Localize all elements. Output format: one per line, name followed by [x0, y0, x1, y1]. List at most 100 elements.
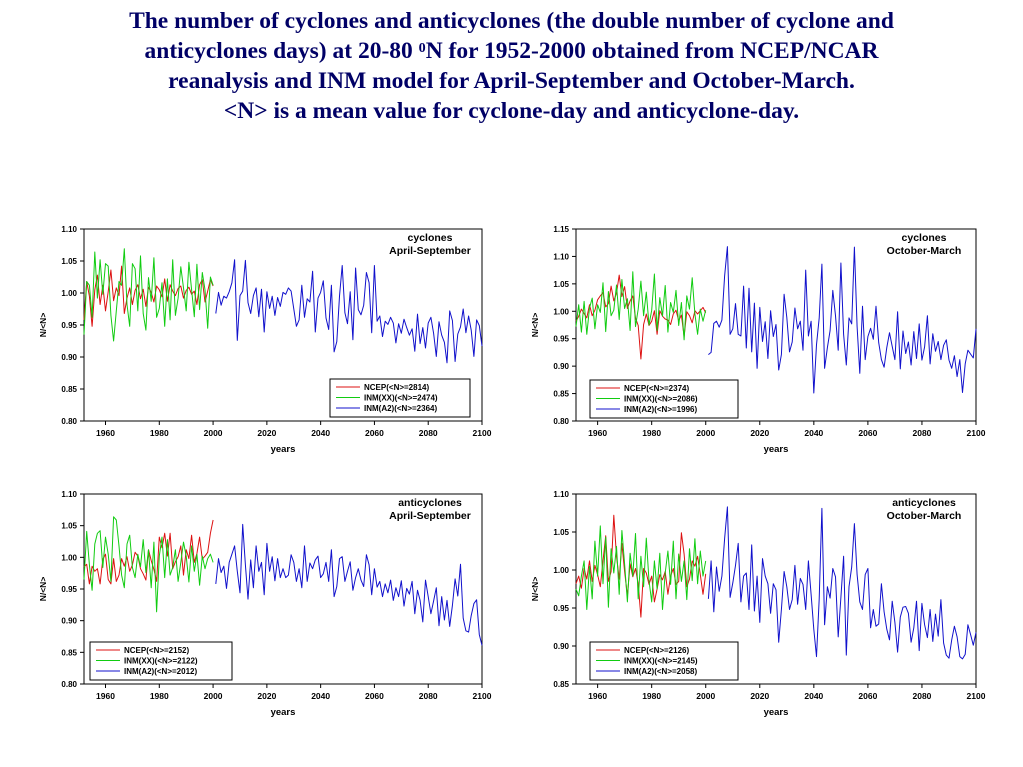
slide-title-line-2-end: N for 1952-2000 obtained from NCEP/NCAR [425, 38, 879, 64]
slide-title-line-2: anticyclones days) at 20-80 0N for 1952-… [0, 36, 1023, 66]
series-line-inm-xx [575, 525, 707, 610]
x-tick-label: 2000 [696, 428, 715, 438]
y-tick-label: 0.80 [553, 417, 569, 426]
legend-label-inm-a2: INM(A2)(<N>=2364) [364, 404, 437, 413]
legend-label-ncep: NCEP(<N>=2152) [124, 646, 189, 655]
y-tick-label: 0.80 [61, 417, 77, 426]
chart-anticyclones-october-march: 0.85 0.90 0.95 1.00 1.05 1.10 1960 1980 2000 2020… [530, 490, 986, 718]
y-tick-label: 0.95 [61, 585, 77, 594]
legend-label-inm-xx: INM(XX)(<N>=2086) [624, 395, 698, 404]
y-tick-label: 1.00 [553, 307, 569, 316]
x-tick-label: 2040 [804, 428, 823, 438]
y-tick-label: 0.90 [61, 353, 77, 362]
legend-label-inm-a2: INM(A2)(<N>=1996) [624, 405, 697, 414]
chart-title-anticyclones-october-march-line-1: anticyclones [892, 497, 956, 509]
y-tick-label: 0.90 [61, 617, 77, 626]
x-tick-label: 2100 [473, 428, 492, 438]
chart-cyclones-april-september: 0.80 0.85 0.90 0.95 1.00 1.05 1.10 1960 1980 2000… [38, 225, 492, 455]
y-tick-label: 1.05 [553, 280, 569, 289]
series-line-inm-a2 [708, 246, 977, 394]
slide-title-line-1: The number of cyclones and anticyclones … [129, 8, 894, 34]
x-tick-label: 2020 [257, 691, 276, 701]
legend-label-inm-xx: INM(XX)(<N>=2145) [624, 657, 698, 666]
x-tick-label: 2060 [858, 691, 877, 701]
x-tick-label: 2020 [750, 428, 769, 438]
series-line-ncep [575, 514, 707, 618]
x-tick-label: 2080 [912, 428, 931, 438]
series-line-inm-xx [83, 516, 214, 613]
legend-label-ncep: NCEP(<N>=2374) [624, 384, 689, 393]
x-tick-label: 1960 [588, 428, 607, 438]
y-axis-label: N/<N> [530, 313, 540, 338]
x-tick-label: 2020 [750, 691, 769, 701]
y-tick-label: 0.90 [553, 642, 569, 651]
y-tick-label: 1.15 [553, 225, 569, 234]
x-tick-label: 1980 [150, 691, 169, 701]
y-tick-label: 1.00 [61, 289, 77, 298]
chart-title-cyclones-april-september-line-2: April-September [389, 245, 471, 257]
y-tick-label: 0.90 [553, 362, 569, 371]
y-tick-label: 1.00 [553, 566, 569, 575]
x-axis-label: years [271, 707, 296, 718]
y-tick-label: 0.95 [61, 321, 77, 330]
y-tick-label: 0.80 [61, 680, 77, 689]
x-tick-label: 1960 [96, 428, 115, 438]
slide-title-line-4: <N> is a mean value for cyclone-day and … [223, 98, 800, 124]
slide-title: The number of cyclones and anticyclones … [0, 6, 1023, 126]
legend-label-inm-a2: INM(A2)(<N>=2012) [124, 667, 197, 676]
slide-title-line-3: reanalysis and INM model for April-Septe… [168, 68, 855, 94]
chart-title-anticyclones-april-september-line-1: anticyclones [398, 497, 462, 509]
legend-label-ncep: NCEP(<N>=2814) [364, 383, 429, 392]
slide-title-line-2-start: anticyclones days) at 20-80 [144, 38, 419, 64]
y-tick-label: 0.85 [61, 648, 77, 657]
y-tick-label: 1.05 [553, 528, 569, 537]
series-line-inm-a2 [215, 259, 483, 364]
x-tick-label: 1980 [642, 691, 661, 701]
x-tick-label: 2060 [858, 428, 877, 438]
x-tick-label: 1980 [150, 428, 169, 438]
x-tick-label: 2080 [419, 691, 438, 701]
y-axis-label: N/<N> [38, 577, 48, 602]
y-tick-label: 0.85 [553, 680, 569, 689]
series-line-ncep [83, 265, 214, 327]
y-tick-label: 1.05 [61, 522, 77, 531]
x-tick-label: 2060 [365, 428, 384, 438]
y-tick-label: 1.10 [61, 225, 77, 234]
x-tick-label: 2000 [204, 691, 223, 701]
y-tick-label: 1.10 [553, 490, 569, 499]
y-tick-label: 1.10 [61, 490, 77, 499]
y-tick-label: 1.00 [61, 553, 77, 562]
x-tick-label: 2020 [257, 428, 276, 438]
x-tick-label: 2080 [912, 691, 931, 701]
legend-label-inm-xx: INM(XX)(<N>=2474) [364, 394, 438, 403]
y-tick-label: 0.85 [61, 385, 77, 394]
degree-superscript: 0 [418, 39, 426, 56]
y-tick-label: 0.95 [553, 335, 569, 344]
legend-label-inm-a2: INM(A2)(<N>=2058) [624, 667, 697, 676]
x-tick-label: 1980 [642, 428, 661, 438]
chart-anticyclones-april-september: 0.80 0.85 0.90 0.95 1.00 1.05 1.10 1960 1980 2000… [38, 490, 492, 718]
legend-box [589, 379, 739, 419]
series-line-inm-a2 [215, 523, 483, 646]
series-line-inm-xx [83, 248, 214, 342]
chart-title-cyclones-april-september-line-1: cyclones [408, 232, 453, 244]
x-axis-label: years [764, 707, 789, 718]
y-axis-label: N/<N> [530, 577, 540, 602]
x-tick-label: 2100 [967, 428, 986, 438]
legend-label-ncep: NCEP(<N>=2126) [624, 646, 689, 655]
x-tick-label: 2040 [804, 691, 823, 701]
chart-cyclones-october-march: 0.80 0.85 0.90 0.95 1.00 1.05 1.10 1.15 1960 1980… [530, 225, 986, 455]
x-tick-label: 2040 [311, 691, 330, 701]
x-tick-label: 2100 [473, 691, 492, 701]
x-tick-label: 2000 [204, 428, 223, 438]
y-tick-label: 1.10 [553, 252, 569, 261]
y-tick-label: 1.05 [61, 257, 77, 266]
x-tick-label: 1960 [588, 691, 607, 701]
chart-title-anticyclones-april-september-line-2: April-September [389, 510, 471, 522]
x-tick-label: 2080 [419, 428, 438, 438]
x-axis-label: years [764, 444, 789, 455]
x-tick-label: 2040 [311, 428, 330, 438]
chart-title-cyclones-october-march-line-1: cyclones [902, 232, 947, 244]
chart-title-anticyclones-october-march-line-2: October-March [887, 510, 962, 522]
x-tick-label: 2000 [696, 691, 715, 701]
